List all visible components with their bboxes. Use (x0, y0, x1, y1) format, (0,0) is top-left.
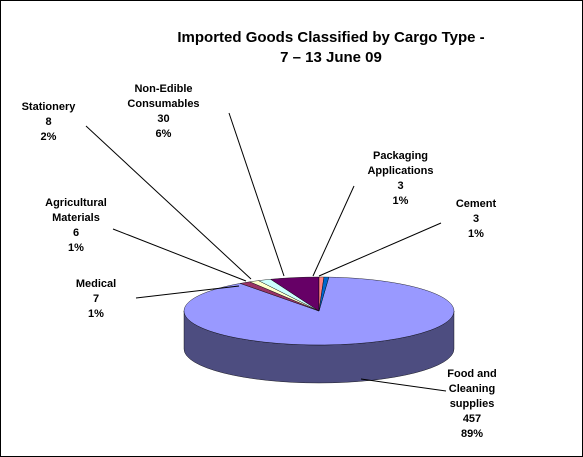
leader-line (112, 228, 247, 282)
leader-line (360, 378, 447, 392)
label-part: 8 (45, 116, 52, 128)
label-part: Non-Edible Consumables (127, 83, 200, 110)
label-part: 457 (462, 413, 482, 425)
label-part: 89% (460, 428, 484, 440)
label-part: 3 (472, 213, 480, 225)
chart-subtitle: 7 – 13 June 09 (280, 49, 382, 66)
leader-line (135, 285, 240, 299)
data-label: Non-Edible Consumables 30 6% (116, 82, 211, 142)
label-part: Medical (75, 278, 117, 290)
label-part: 1% (88, 308, 104, 320)
leader-line (318, 222, 442, 277)
label-part: 6% (155, 128, 172, 140)
data-label: Food and Cleaning supplies 457 89% (441, 367, 503, 442)
label-part: Stationery (21, 101, 76, 113)
leader-line (228, 112, 285, 277)
label-part: 3 (397, 180, 404, 192)
label-part: Cement (455, 198, 497, 210)
label-part: 30 (157, 113, 170, 125)
leader-line (312, 185, 355, 277)
label-part: 6 (72, 227, 80, 239)
data-label: Packaging Applications 3 1% (353, 149, 448, 209)
label-part: Packaging Applications (367, 150, 434, 177)
slice (318, 276, 330, 312)
label-part: 1% (68, 242, 84, 254)
data-label: Cement 3 1% (441, 197, 511, 242)
chart-title: Imported Goods Classified by Cargo Type … (177, 29, 485, 46)
label-part: Agricultural Materials (45, 197, 107, 224)
label-part: Food and Cleaning supplies (447, 368, 497, 410)
data-label: Stationery 8 2% (1, 100, 96, 145)
label-part: 1% (392, 195, 409, 207)
data-label: Medical 7 1% (56, 277, 136, 322)
label-part: 2% (40, 131, 57, 143)
label-part: 1% (468, 228, 484, 240)
label-part: 7 (92, 293, 100, 305)
leader-line (85, 125, 252, 280)
data-label: Agricultural Materials 6 1% (26, 196, 126, 256)
